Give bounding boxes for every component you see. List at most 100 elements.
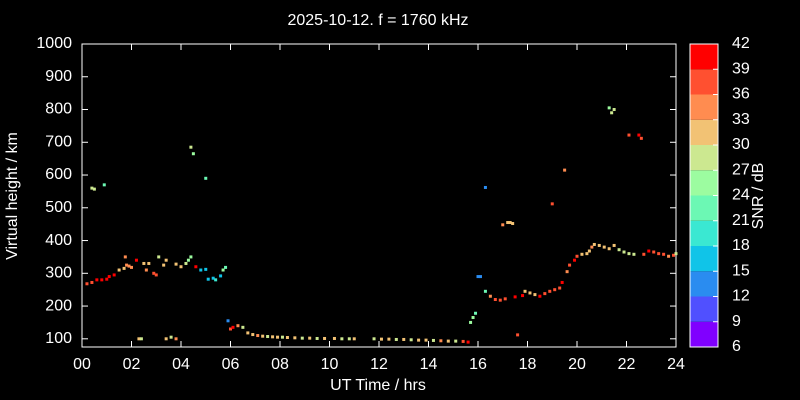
data-point bbox=[95, 278, 99, 282]
data-point bbox=[402, 337, 406, 341]
colorbar-band bbox=[690, 119, 718, 145]
data-point bbox=[610, 111, 614, 115]
data-point bbox=[137, 337, 141, 341]
data-point bbox=[125, 263, 129, 267]
y-tick-label: 400 bbox=[45, 232, 72, 249]
colorbar-tick-label: 15 bbox=[732, 262, 750, 279]
data-point bbox=[122, 266, 126, 270]
data-point bbox=[488, 294, 492, 298]
data-point bbox=[280, 335, 284, 339]
data-point bbox=[607, 247, 611, 251]
data-point bbox=[657, 252, 661, 256]
data-point bbox=[142, 261, 146, 265]
data-point bbox=[523, 289, 527, 293]
data-point bbox=[637, 133, 641, 137]
y-tick-label: 100 bbox=[45, 330, 72, 347]
data-point bbox=[251, 333, 255, 337]
colorbar-tick-label: 21 bbox=[732, 212, 750, 229]
y-tick-label: 800 bbox=[45, 101, 72, 118]
colorbar-tick-label: 33 bbox=[732, 111, 750, 128]
data-point bbox=[191, 152, 195, 156]
colorbar-tick-label: 12 bbox=[732, 288, 750, 305]
x-tick-label: 10 bbox=[321, 356, 339, 373]
data-point bbox=[508, 221, 512, 225]
data-point bbox=[90, 280, 94, 284]
data-point bbox=[229, 327, 232, 331]
colorbar-band bbox=[690, 170, 718, 196]
data-point bbox=[516, 333, 520, 337]
x-tick-label: 18 bbox=[519, 356, 537, 373]
data-point bbox=[169, 335, 173, 339]
x-tick-label: 16 bbox=[469, 356, 487, 373]
data-point bbox=[607, 106, 611, 110]
chart-title: 2025-10-12. f = 1760 kHz bbox=[287, 12, 468, 29]
colorbar-label: SNR / dB bbox=[750, 163, 767, 230]
data-point bbox=[226, 319, 230, 323]
data-point bbox=[503, 297, 507, 301]
x-tick-label: 20 bbox=[568, 356, 586, 373]
data-point bbox=[266, 335, 270, 339]
data-point bbox=[293, 336, 297, 340]
data-point bbox=[454, 339, 458, 343]
x-axis-label: UT Time / hrs bbox=[330, 377, 426, 394]
colorbar-tick-label: 9 bbox=[732, 313, 741, 330]
data-point bbox=[521, 294, 525, 298]
colorbar-tick-label: 42 bbox=[732, 35, 750, 52]
data-point bbox=[550, 202, 554, 206]
colorbar-band bbox=[690, 145, 718, 171]
data-point bbox=[424, 338, 428, 342]
data-point bbox=[602, 245, 606, 249]
data-point bbox=[127, 264, 131, 268]
data-point bbox=[154, 273, 158, 277]
data-point bbox=[179, 265, 183, 269]
colorbar-band bbox=[690, 321, 718, 347]
data-point bbox=[560, 280, 564, 284]
colorbar-band bbox=[690, 271, 718, 297]
data-point bbox=[246, 331, 250, 335]
data-point bbox=[617, 248, 621, 252]
data-point bbox=[189, 145, 193, 149]
data-point bbox=[587, 249, 591, 253]
data-point bbox=[538, 294, 542, 298]
colorbar-tick-label: 36 bbox=[732, 86, 750, 103]
data-point bbox=[315, 336, 319, 340]
data-point bbox=[211, 276, 215, 280]
data-point bbox=[580, 252, 584, 256]
data-point bbox=[276, 335, 280, 339]
y-tick-label: 600 bbox=[45, 166, 72, 183]
data-point bbox=[483, 185, 487, 189]
data-point bbox=[241, 325, 245, 329]
data-point bbox=[533, 293, 537, 297]
colorbar-band bbox=[690, 69, 718, 95]
data-point bbox=[221, 268, 225, 272]
data-point bbox=[92, 187, 96, 191]
data-point bbox=[493, 298, 497, 302]
data-point bbox=[340, 337, 344, 341]
data-point bbox=[674, 252, 678, 256]
data-point bbox=[543, 292, 547, 296]
colorbar-band bbox=[690, 220, 718, 246]
y-tick-label: 300 bbox=[45, 265, 72, 282]
data-point bbox=[308, 336, 312, 340]
data-point bbox=[647, 249, 651, 253]
data-point bbox=[387, 337, 391, 341]
data-point bbox=[107, 275, 111, 279]
data-point bbox=[102, 183, 106, 187]
data-point bbox=[112, 273, 116, 277]
y-tick-label: 500 bbox=[45, 199, 72, 216]
colorbar-tick-label: 39 bbox=[732, 60, 750, 77]
data-point bbox=[174, 262, 178, 266]
data-point bbox=[498, 298, 502, 302]
data-point bbox=[85, 282, 89, 286]
data-point bbox=[164, 337, 168, 341]
data-point bbox=[157, 255, 161, 259]
colorbar-tick-label: 24 bbox=[732, 187, 750, 204]
data-point bbox=[352, 337, 356, 341]
data-point bbox=[147, 261, 151, 265]
x-tick-label: 02 bbox=[123, 356, 141, 373]
data-point bbox=[285, 336, 289, 340]
data-point bbox=[466, 340, 470, 344]
x-tick-label: 00 bbox=[73, 356, 91, 373]
